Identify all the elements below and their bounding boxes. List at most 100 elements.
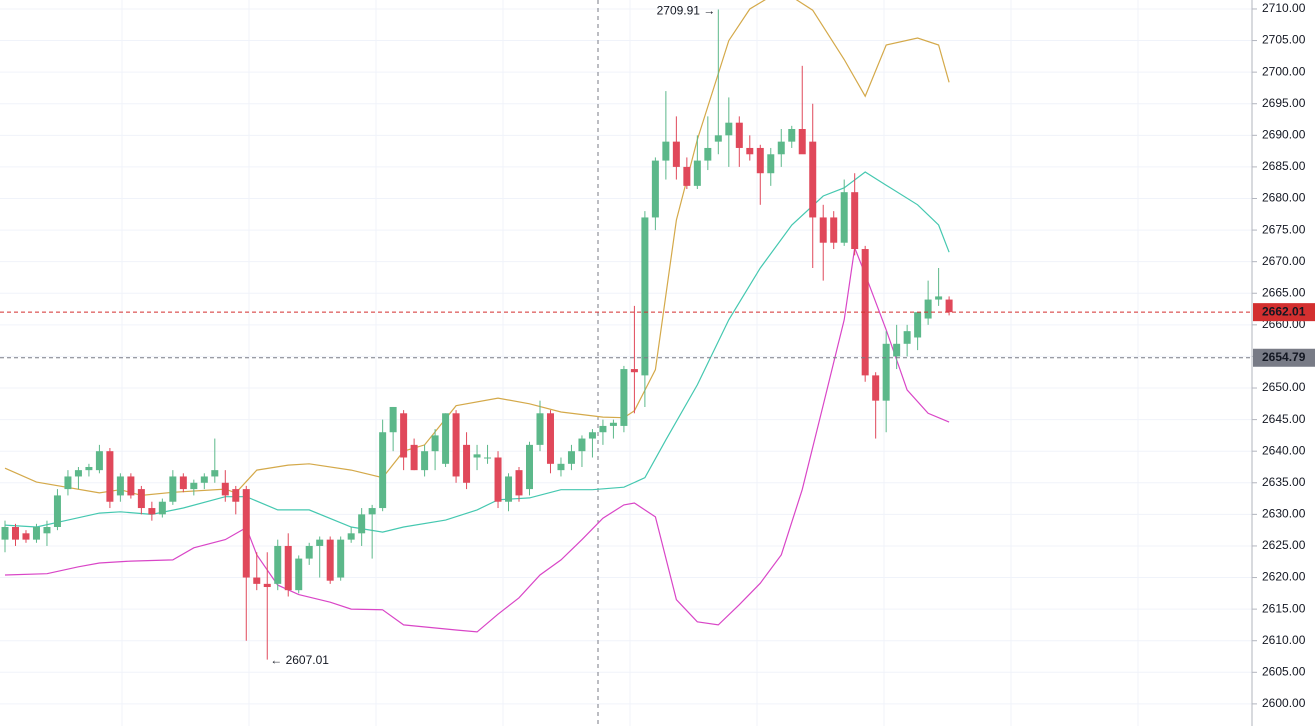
candle-body (735, 122, 743, 148)
candle-body (284, 545, 292, 591)
candle-body (651, 160, 659, 218)
y-tick-label: 2700.00 (1262, 64, 1306, 78)
candle-body (11, 527, 19, 540)
candle-body (494, 457, 502, 502)
candle-body (588, 432, 596, 439)
candle-body (53, 495, 61, 528)
band-line (4, 171, 950, 533)
candle-body (316, 539, 324, 546)
high-annotation: 2709.91 → (657, 4, 716, 18)
y-tick-label: 2690.00 (1262, 127, 1306, 141)
candle-body (693, 160, 701, 186)
candle-body (85, 466, 93, 471)
candle-body (704, 147, 712, 161)
candle-body (536, 413, 544, 445)
candle-body (903, 331, 911, 344)
candle-body (410, 444, 418, 471)
band-line (4, 0, 950, 497)
candle-body (620, 369, 628, 426)
y-tick-label: 2630.00 (1262, 507, 1306, 521)
candle-body (190, 482, 198, 490)
candle-body (851, 192, 859, 250)
candle-body (526, 444, 533, 490)
candle-body (756, 147, 764, 174)
candle-body (746, 147, 754, 155)
candle-body (882, 343, 890, 401)
candle-body (914, 312, 922, 338)
y-tick-label: 2635.00 (1262, 475, 1306, 489)
candle-body (431, 435, 439, 452)
y-tick-label: 2695.00 (1262, 96, 1306, 110)
candle-body (442, 413, 450, 464)
candle-body (32, 527, 40, 540)
candle-body (557, 463, 565, 471)
candle-body (106, 451, 114, 502)
candle-body (893, 343, 901, 357)
candle-body (221, 482, 229, 496)
candle-body (861, 249, 869, 376)
y-tick-label: 2645.00 (1262, 412, 1306, 426)
candle-body (232, 489, 240, 502)
candle-body (326, 539, 334, 581)
candle-body (924, 299, 932, 319)
candle-body (473, 454, 481, 458)
candle-body (43, 527, 51, 534)
candle-body (347, 533, 355, 540)
candle-body (22, 533, 30, 540)
price-label-bg (1253, 348, 1315, 367)
candle-body (515, 470, 523, 496)
candle-body (777, 141, 785, 155)
low-annotation: ← 2607.01 (270, 653, 329, 667)
candle-body (169, 476, 177, 502)
y-tick-label: 2600.00 (1262, 696, 1306, 710)
candle-body (74, 470, 82, 477)
y-tick-label: 2605.00 (1262, 664, 1306, 678)
candle-body (819, 217, 827, 243)
candle-body (211, 470, 219, 477)
candle-body (421, 451, 429, 471)
y-tick-label: 2610.00 (1262, 633, 1306, 647)
y-tick-label: 2705.00 (1262, 33, 1306, 47)
candle-body (337, 539, 345, 578)
candle-body (714, 135, 722, 142)
band-line (4, 245, 950, 633)
candle-body (400, 413, 408, 458)
candle-body (935, 296, 943, 300)
candle-body (158, 501, 166, 515)
candle-body (609, 422, 617, 426)
candle-body (641, 217, 649, 376)
candle-body (452, 413, 460, 477)
candle-body (945, 299, 953, 313)
candle-body (567, 451, 575, 464)
candle-body (274, 545, 282, 584)
candle-body (672, 141, 680, 167)
y-tick-label: 2625.00 (1262, 538, 1306, 552)
y-tick-label: 2665.00 (1262, 285, 1306, 299)
candle-body (305, 545, 313, 559)
candle-body (148, 508, 156, 515)
candle-body (578, 438, 586, 452)
candle-body (64, 476, 72, 490)
candle-body (95, 451, 103, 471)
candle-body (116, 476, 124, 496)
y-tick-label: 2710.00 (1262, 1, 1306, 15)
candle-body (809, 141, 817, 218)
y-tick-label: 2640.00 (1262, 443, 1306, 457)
candle-body (830, 217, 838, 243)
candle-body (242, 489, 250, 578)
candle-body (368, 508, 376, 515)
candle-body (546, 413, 554, 464)
candle-body (263, 583, 271, 588)
price-label: 2654.79 (1262, 350, 1306, 364)
candle-body (872, 375, 880, 401)
y-tick-label: 2615.00 (1262, 601, 1306, 615)
candle-body (840, 192, 848, 243)
candle-body (683, 166, 691, 186)
candle-body (484, 457, 492, 459)
candle-body (253, 577, 261, 584)
candle-body (630, 369, 638, 373)
candle-body (662, 141, 670, 161)
y-tick-label: 2675.00 (1262, 222, 1306, 236)
price-label: 2662.01 (1262, 304, 1306, 318)
